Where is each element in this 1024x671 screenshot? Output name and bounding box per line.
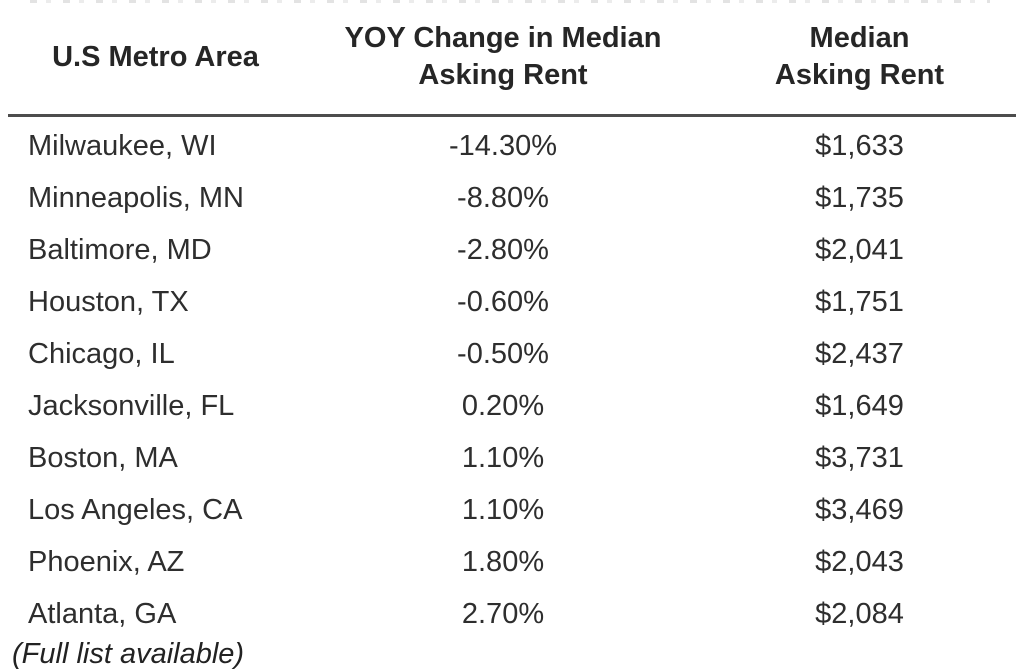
table-row: Chicago, IL -0.50% $2,437 xyxy=(8,325,1016,377)
metro-cell: Jacksonville, FL xyxy=(28,390,235,422)
table-row: Jacksonville, FL 0.20% $1,649 xyxy=(8,377,1016,429)
rent-cell: $1,751 xyxy=(815,286,904,318)
table-row: Los Angeles, CA 1.10% $3,469 xyxy=(8,481,1016,533)
rent-cell: $2,041 xyxy=(815,234,904,266)
table-header-row: U.S Metro Area YOY Change in Median Aski… xyxy=(8,0,1016,117)
yoy-cell: 1.80% xyxy=(461,546,545,578)
rent-cell: $2,437 xyxy=(815,338,904,370)
yoy-cell: -14.30% xyxy=(448,130,557,162)
yoy-cell: -2.80% xyxy=(457,234,549,266)
yoy-cell: 1.10% xyxy=(461,442,545,474)
rent-cell: $1,735 xyxy=(815,182,904,214)
table-row: Atlanta, GA 2.70% $2,084 xyxy=(8,585,1016,637)
table-row: Phoenix, AZ 1.80% $2,043 xyxy=(8,533,1016,585)
metro-cell: Milwaukee, WI xyxy=(28,130,217,162)
column-header-metro-area: U.S Metro Area xyxy=(8,0,303,117)
cropped-text-remnant xyxy=(30,0,990,3)
metro-cell: Chicago, IL xyxy=(28,338,175,370)
rent-cell: $3,731 xyxy=(815,442,904,474)
metro-cell: Houston, TX xyxy=(28,286,189,318)
rent-cell: $2,043 xyxy=(815,546,904,578)
yoy-cell: -0.50% xyxy=(457,338,549,370)
table-row: Boston, MA 1.10% $3,731 xyxy=(8,429,1016,481)
column-header-median-rent: Median Asking Rent xyxy=(703,0,1016,117)
rent-cell: $1,633 xyxy=(815,130,904,162)
rent-cell: $3,469 xyxy=(815,494,904,526)
yoy-cell: 1.10% xyxy=(461,494,545,526)
table-row: Milwaukee, WI -14.30% $1,633 xyxy=(8,116,1016,170)
table-row: Baltimore, MD -2.80% $2,041 xyxy=(8,221,1016,273)
metro-cell: Boston, MA xyxy=(28,442,178,474)
metro-cell: Atlanta, GA xyxy=(28,598,177,630)
rent-cell: $2,084 xyxy=(815,598,904,630)
column-header-yoy-change: YOY Change in Median Asking Rent xyxy=(303,0,703,117)
metro-cell: Phoenix, AZ xyxy=(28,546,185,578)
rent-cell: $1,649 xyxy=(815,390,904,422)
yoy-cell: 0.20% xyxy=(461,390,545,422)
rent-comparison-table: U.S Metro Area YOY Change in Median Aski… xyxy=(8,0,1016,637)
metro-cell: Baltimore, MD xyxy=(28,234,212,266)
table-row: Houston, TX -0.60% $1,751 xyxy=(8,273,1016,325)
yoy-cell: 2.70% xyxy=(461,598,545,630)
table-row: Minneapolis, MN -8.80% $1,735 xyxy=(8,169,1016,221)
yoy-cell: -0.60% xyxy=(457,286,549,318)
yoy-cell: -8.80% xyxy=(457,182,549,214)
full-list-footnote: (Full list available) xyxy=(12,638,245,670)
metro-cell: Minneapolis, MN xyxy=(28,182,244,214)
metro-cell: Los Angeles, CA xyxy=(28,494,243,526)
